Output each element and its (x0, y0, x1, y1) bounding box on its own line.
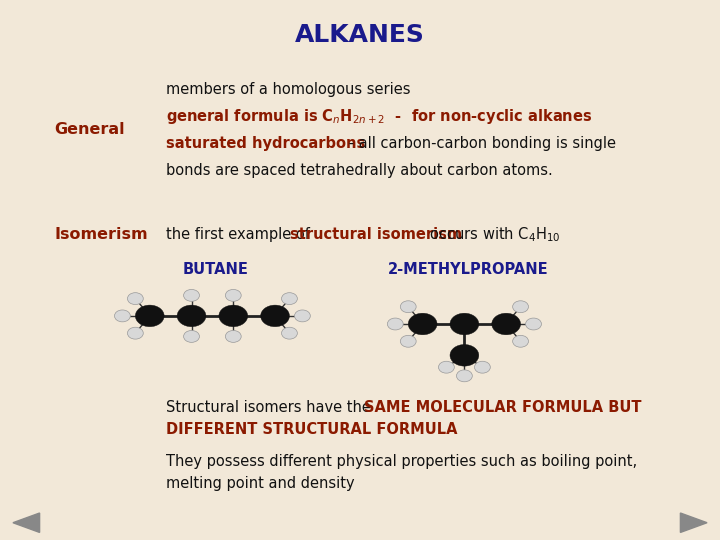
Circle shape (127, 293, 143, 305)
Circle shape (513, 335, 528, 347)
Polygon shape (680, 513, 707, 532)
Circle shape (219, 305, 248, 327)
Circle shape (184, 289, 199, 301)
Text: SAME MOLECULAR FORMULA BUT: SAME MOLECULAR FORMULA BUT (364, 400, 641, 415)
Circle shape (513, 301, 528, 313)
Text: Isomerism: Isomerism (54, 227, 148, 242)
Text: DIFFERENT STRUCTURAL FORMULA: DIFFERENT STRUCTURAL FORMULA (166, 422, 457, 437)
Polygon shape (13, 513, 40, 532)
Circle shape (526, 318, 541, 330)
Text: structural isomerism: structural isomerism (290, 227, 462, 242)
Circle shape (438, 361, 454, 373)
Circle shape (492, 313, 521, 335)
Circle shape (450, 313, 479, 335)
Text: ALKANES: ALKANES (295, 23, 425, 47)
Text: members of a homologous series: members of a homologous series (166, 82, 410, 97)
Text: bonds are spaced tetrahedrally about carbon atoms.: bonds are spaced tetrahedrally about car… (166, 163, 552, 178)
Circle shape (456, 370, 472, 382)
Text: melting point and density: melting point and density (166, 476, 354, 491)
Circle shape (177, 305, 206, 327)
Circle shape (184, 330, 199, 342)
Text: general formula is C$_n$H$_{2n+2}$  -  for non-cyclic alkanes: general formula is C$_n$H$_{2n+2}$ - for… (166, 106, 592, 126)
Text: occurs with C$_4$H$_{10}$: occurs with C$_4$H$_{10}$ (425, 226, 560, 244)
Text: They possess different physical properties such as boiling point,: They possess different physical properti… (166, 454, 636, 469)
Text: saturated hydrocarbons: saturated hydrocarbons (166, 136, 365, 151)
Circle shape (294, 310, 310, 322)
Circle shape (225, 330, 241, 342)
Circle shape (127, 327, 143, 339)
Text: the first example of: the first example of (166, 227, 314, 242)
Circle shape (225, 289, 241, 301)
Circle shape (261, 305, 289, 327)
Text: Structural isomers have the: Structural isomers have the (166, 400, 375, 415)
Text: - all carbon-carbon bonding is single: - all carbon-carbon bonding is single (344, 136, 616, 151)
Text: BUTANE: BUTANE (183, 262, 249, 278)
Circle shape (282, 327, 297, 339)
Circle shape (450, 345, 479, 366)
Circle shape (114, 310, 130, 322)
Circle shape (474, 361, 490, 373)
Text: 2-METHYLPROPANE: 2-METHYLPROPANE (387, 262, 549, 278)
Circle shape (408, 313, 437, 335)
Circle shape (400, 301, 416, 313)
Circle shape (387, 318, 403, 330)
Circle shape (400, 335, 416, 347)
Text: General: General (54, 122, 125, 137)
Circle shape (135, 305, 164, 327)
Circle shape (282, 293, 297, 305)
